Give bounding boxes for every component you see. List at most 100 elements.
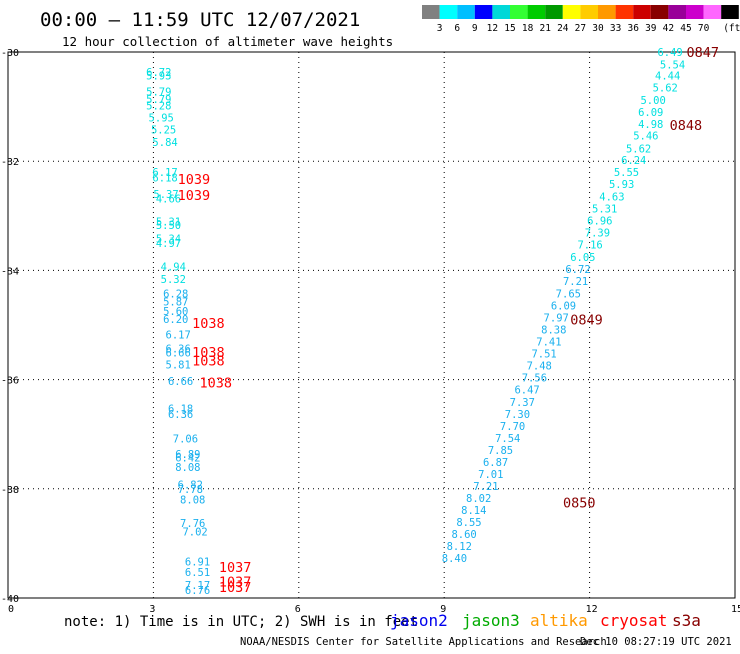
- axis-tick-labels: 0 3 6 9 12 15 -30 -32 -34 -36 -38 -40: [1, 48, 740, 615]
- wave-height-value: 6.24: [621, 155, 646, 167]
- wave-height-value: 7.02: [182, 526, 207, 538]
- pass-time-label: 1037: [219, 560, 252, 576]
- wave-height-value: 8.02: [466, 493, 491, 505]
- wave-height-value: 6.51: [185, 567, 210, 579]
- scale-swatch: [598, 5, 616, 19]
- pass-time-label: 0849: [570, 313, 603, 329]
- pass-time-label: 1037: [219, 580, 252, 596]
- scale-label: 70: [698, 23, 710, 34]
- wave-height-value: 6.18: [152, 173, 177, 185]
- wave-height-value: 6.36: [168, 409, 193, 421]
- pass-time-labels: 1039103910381038103810381037103710370847…: [178, 45, 719, 596]
- wave-height-value: 5.62: [653, 82, 678, 94]
- scale-label: 36: [627, 23, 639, 34]
- pass-time-label: 0848: [670, 118, 703, 134]
- scale-swatch: [721, 5, 739, 19]
- wave-height-value: 7.65: [556, 288, 581, 300]
- wave-height-value: 7.17: [185, 580, 210, 592]
- wave-height-value: 7.01: [478, 469, 503, 481]
- grid-lines: [8, 52, 735, 598]
- satellite-tracks: 6.725.935.795.795.285.955.255.846.176.18…: [146, 47, 685, 597]
- wave-height-value: 6.42: [175, 453, 200, 465]
- wave-height-value: 5.84: [152, 137, 177, 149]
- scale-label: 42: [663, 23, 674, 34]
- wave-height-value: 7.37: [510, 397, 535, 409]
- pass-time-label: 1038: [199, 375, 232, 391]
- wave-height-value: 6.09: [551, 300, 576, 312]
- wave-height-value: 4.44: [655, 70, 680, 82]
- plot-frame: [7, 51, 736, 599]
- satellite-legend: jason2 jason3 altika cryosat s3a: [390, 611, 701, 630]
- scale-swatch: [422, 5, 440, 19]
- wave-height-value: 7.41: [536, 336, 561, 348]
- wave-height-value: 6.18: [168, 404, 193, 416]
- satellite-name: altika: [530, 611, 588, 630]
- wave-height-value: 6.96: [587, 216, 612, 228]
- scale-swatch: [439, 5, 458, 19]
- y-tick-label: -38: [1, 485, 19, 496]
- scale-swatch: [562, 5, 581, 19]
- pass-time-label: 1039: [178, 172, 211, 188]
- scale-label: 18: [522, 23, 534, 34]
- wave-height-value: 4.94: [161, 262, 186, 274]
- pass-time-label: 1038: [192, 316, 225, 332]
- wave-height-value: 7.78: [178, 484, 203, 496]
- x-tick-label: 6: [295, 604, 301, 615]
- wave-height-value: 5.00: [640, 95, 665, 107]
- wave-height-value: 6.72: [565, 264, 590, 276]
- wave-height-value: 5.25: [151, 125, 176, 137]
- satellite-name: s3a: [672, 611, 701, 630]
- scale-swatch: [668, 5, 686, 19]
- wave-height-value: 8.08: [180, 495, 205, 507]
- wave-height-value: 8.12: [447, 541, 472, 553]
- wave-height-value: 7.56: [522, 372, 547, 384]
- pass-time-label: 1037: [219, 575, 252, 591]
- pass-time-label: 1038: [192, 353, 225, 369]
- scale-label: 12: [487, 23, 498, 34]
- wave-height-value: 7.97: [544, 312, 569, 324]
- scale-label: 3: [437, 23, 443, 34]
- wave-height-value: 6.49: [657, 47, 682, 59]
- x-tick-label: 0: [8, 604, 14, 615]
- scale-swatch: [580, 5, 598, 19]
- scale-label: 30: [592, 23, 604, 34]
- wave-height-value: 5.50: [156, 220, 181, 232]
- wave-height-value: 7.76: [180, 518, 205, 530]
- scale-label: 15: [504, 23, 515, 34]
- wave-height-value: 6.76: [185, 585, 210, 597]
- satellite-name: jason3: [462, 611, 520, 630]
- wave-height-value: 4.63: [599, 192, 624, 204]
- wave-height-value: 8.38: [541, 324, 566, 336]
- scale-swatch: [633, 5, 651, 19]
- wave-height-value: 6.47: [514, 384, 539, 396]
- wave-height-value: 6.20: [163, 314, 188, 326]
- wave-height-value: 5.32: [161, 274, 186, 286]
- pass-time-label: 0850: [563, 495, 596, 511]
- scale-label: 24: [557, 23, 569, 34]
- wave-height-value: 5.46: [633, 131, 658, 143]
- wave-height-value: 4.97: [156, 238, 181, 250]
- wave-height-value: 6.66: [168, 376, 193, 388]
- y-tick-label: -30: [1, 48, 19, 59]
- wave-height-value: 5.28: [146, 101, 171, 113]
- y-tick-label: -34: [1, 266, 19, 277]
- wave-height-value: 5.54: [660, 60, 685, 72]
- scale-swatch: [650, 5, 669, 19]
- wave-height-value: 7.54: [495, 433, 520, 445]
- scale-label: (ft): [723, 23, 740, 34]
- pass-time-label: 1039: [178, 188, 211, 204]
- scale-swatch: [527, 5, 546, 19]
- satellite-name: cryosat: [600, 611, 667, 630]
- scale-swatch: [545, 5, 563, 19]
- wave-height-value: 5.31: [156, 216, 181, 228]
- wave-height-value: 6.66: [166, 347, 191, 359]
- satellite-name: jason2: [390, 611, 448, 630]
- wave-height-value: 4.98: [638, 119, 663, 131]
- wave-height-value: 7.39: [585, 228, 610, 240]
- wave-height-value: 5.79: [146, 94, 171, 106]
- scale-label: 39: [645, 23, 657, 34]
- wave-height-value: 6.17: [152, 167, 177, 179]
